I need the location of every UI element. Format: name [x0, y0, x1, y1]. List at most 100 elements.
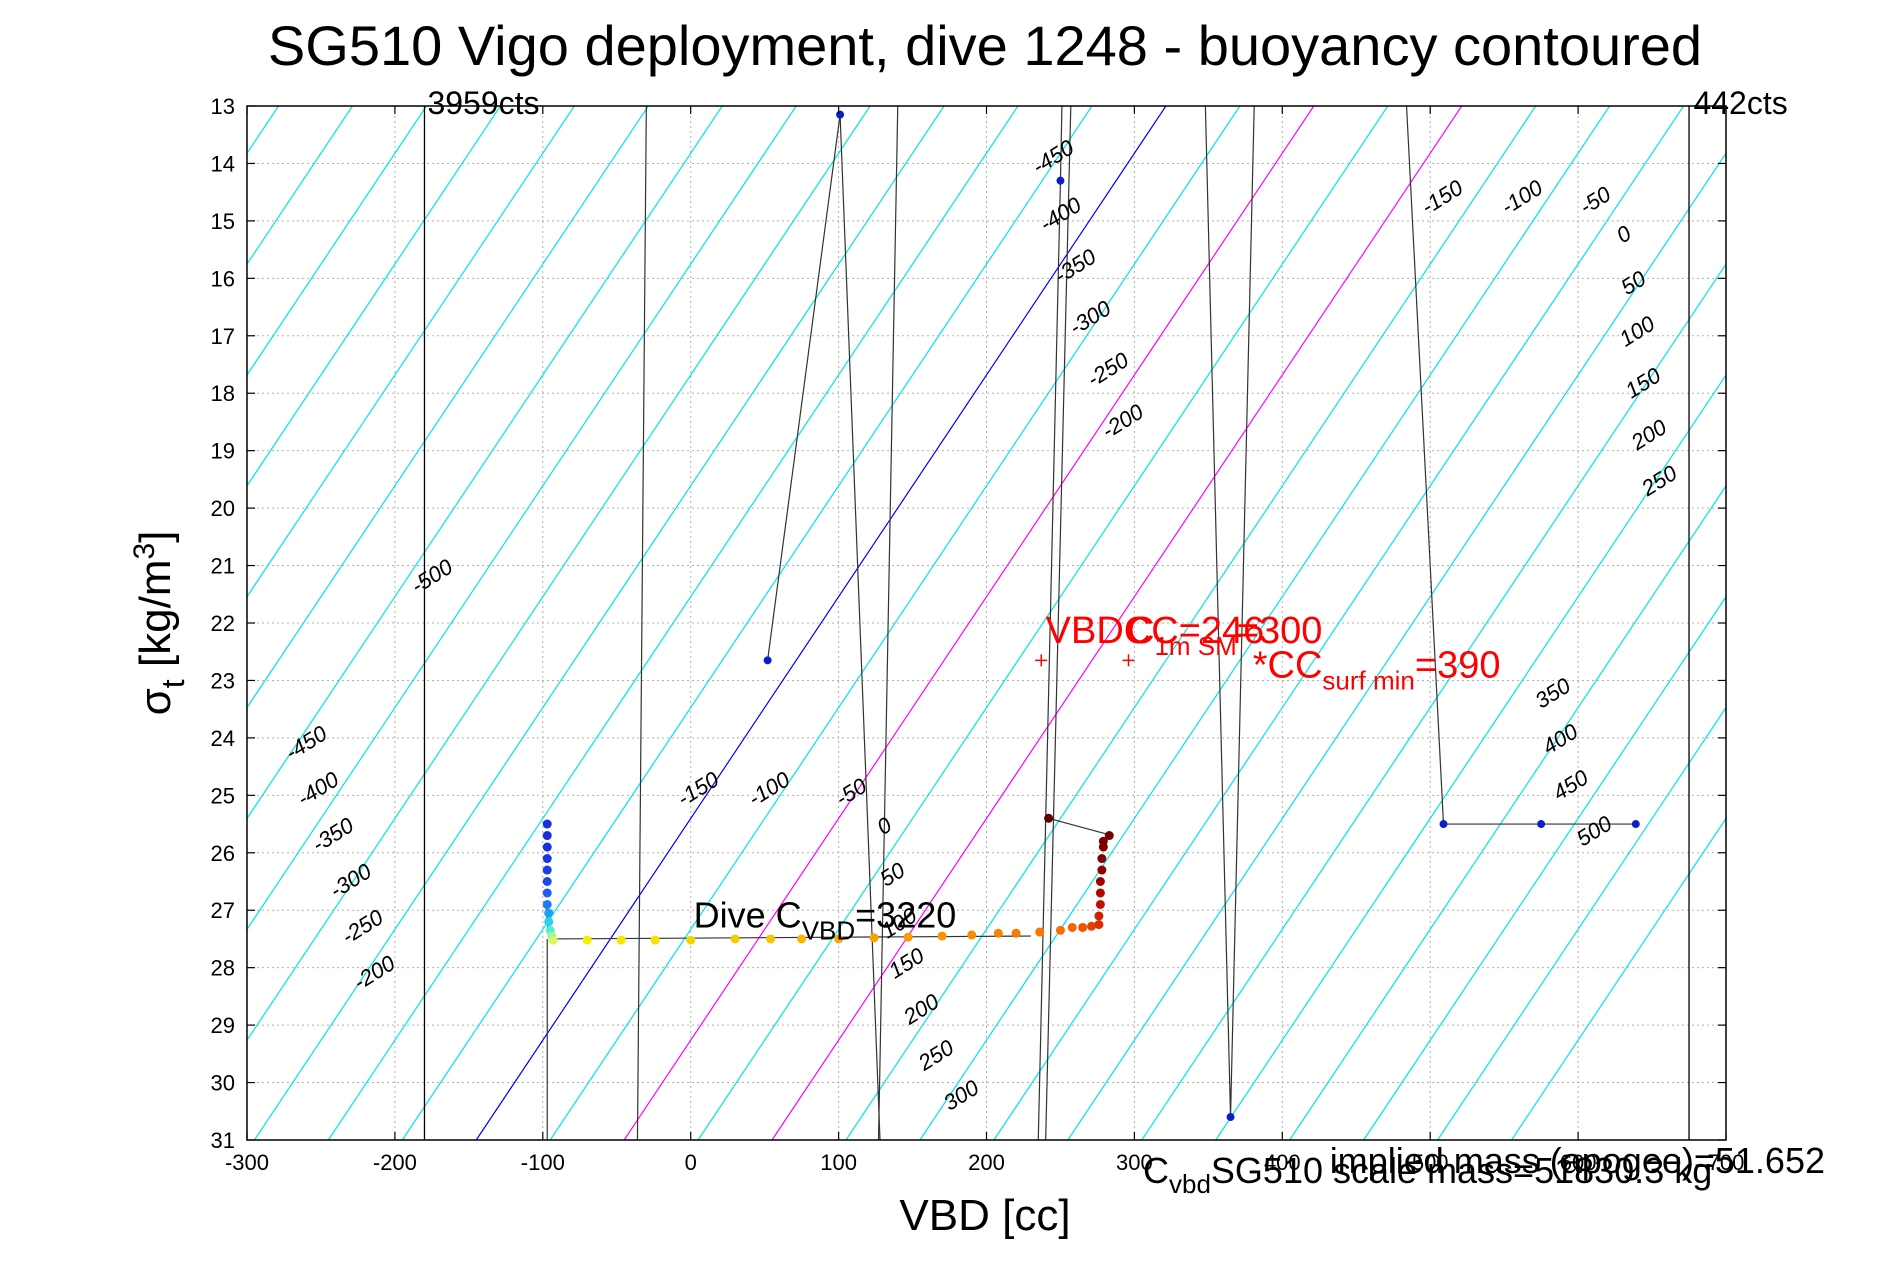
trace-segment: [1045, 106, 1072, 1140]
y-axis-label-unit-suffix: ]: [131, 531, 180, 543]
y-tick-label: 26: [211, 841, 235, 866]
pump-point: [1631, 820, 1640, 829]
pump-point: [1537, 820, 1546, 829]
contour-line-cyan: [1289, 484, 1726, 1140]
dive-point: [1078, 922, 1088, 932]
contour-line-cyan: [993, 106, 1685, 1140]
c1m-main: C: [1127, 610, 1154, 652]
pump-point: [763, 656, 772, 665]
x-tick-label: 0: [685, 1150, 697, 1175]
contour-line-magenta: [771, 106, 1463, 1140]
x-tick-label: -100: [521, 1150, 565, 1175]
y-tick-label: 13: [211, 94, 235, 119]
y-axis-label-sigma: σ: [131, 688, 180, 715]
contour-line-cyan: [1437, 706, 1726, 1140]
dive-point: [1095, 888, 1105, 898]
c1m-value: =300: [1237, 610, 1323, 652]
c1m-annotation: C1m SM=300: [1127, 610, 1322, 661]
c1m-sub: 1m SM: [1154, 631, 1236, 661]
x-tick-label: -200: [373, 1150, 417, 1175]
csurf-value: =390: [1415, 645, 1501, 687]
dive-point: [797, 934, 807, 944]
y-tick-label: 29: [211, 1013, 235, 1038]
pump-traces: [545, 106, 1636, 1140]
scale-mass-note: CvbdSG510 scale mass=51830.3 kg: [1143, 1150, 1712, 1199]
x-axis-ticks: -300 -200 -100 0 100 200 300 400 500 600 700: [225, 106, 1744, 1175]
dive-value: =3220: [855, 894, 956, 935]
dive-point: [548, 935, 558, 945]
trace-segment: [877, 106, 899, 1140]
contour-line-cyan: [549, 106, 1241, 1140]
dive-point: [542, 854, 552, 864]
dive-point: [1095, 899, 1105, 909]
y-tick-label: 23: [211, 668, 235, 693]
contour-line-magenta: [623, 106, 1315, 1140]
dive-point: [542, 899, 552, 909]
y-tick-label: 15: [211, 209, 235, 234]
trace-segment: [1037, 180, 1062, 1140]
dive-cvbd-annotation: Dive CVBD=3220: [694, 894, 957, 945]
implied-mass-note: implied mass (apogee)=51.652: [1330, 1140, 1825, 1181]
y-axis-label-sub: t: [155, 679, 191, 688]
vbd-cc-annotation: VBDCC=246: [1046, 610, 1265, 652]
y-axis-label: σt [kg/m3]: [128, 531, 191, 716]
dive-point: [616, 935, 626, 945]
csurf-sub: surf min: [1322, 666, 1414, 696]
contour-line-cyan: [247, 106, 871, 1042]
scale-mass-main: C: [1143, 1150, 1169, 1191]
count-limit-label: 442cts: [1693, 85, 1787, 121]
dive-point: [1097, 865, 1107, 875]
contour-line-cyan: [253, 106, 945, 1140]
y-tick-label: 31: [211, 1128, 235, 1153]
scale-mass-text: SG510 scale mass=51830.3 kg: [1211, 1150, 1712, 1191]
trace-segment: [1229, 106, 1255, 1118]
y-tick-label: 22: [211, 611, 235, 636]
dive-point: [542, 888, 552, 898]
contour-line-cyan: [1141, 263, 1726, 1140]
contour-line-cyan: [845, 106, 1537, 1140]
y-tick-label: 18: [211, 381, 235, 406]
dive-point: [1044, 813, 1054, 823]
trace-segment: [548, 935, 1031, 940]
dive-point: [542, 865, 552, 875]
grid-lines: [247, 106, 1726, 1140]
dive-point: [686, 935, 696, 945]
dive-point: [1035, 927, 1045, 937]
dive-point: [544, 908, 554, 918]
pump-point: [1056, 176, 1065, 185]
dive-point: [1097, 854, 1107, 864]
dive-point: [1104, 831, 1114, 841]
y-tick-label: 19: [211, 439, 235, 464]
pump-point: [1226, 1113, 1235, 1122]
dive-sub: VBD: [802, 915, 855, 945]
dive-point: [544, 917, 554, 927]
contour-line-zero: [475, 106, 1167, 1140]
dive-point: [542, 842, 552, 852]
y-tick-label: 16: [211, 266, 235, 291]
x-tick-label: -300: [225, 1150, 269, 1175]
x-tick-label: 400: [1264, 1150, 1301, 1175]
contour-line-cyan: [919, 106, 1611, 1140]
x-tick-label: 600: [1560, 1150, 1597, 1175]
dive-point: [993, 928, 1003, 938]
dive-point: [542, 831, 552, 841]
dive-point: [1095, 877, 1105, 886]
contour-line-cyan: [327, 106, 1019, 1140]
dive-point: [542, 819, 552, 829]
y-axis-ticks: 13 14 15 16 17 18 19 20 21 22 23 24 25 26 27 28 29 30 31: [211, 94, 1726, 1153]
dive-point: [582, 935, 592, 945]
count-limit-lines: [423, 106, 1690, 1140]
dive-point: [937, 931, 947, 941]
x-tick-label: 500: [1412, 1150, 1449, 1175]
contour-line-cyan: [247, 106, 427, 377]
dive-point: [1087, 921, 1097, 931]
dive-point: [1094, 920, 1104, 930]
dive-point: [650, 935, 660, 945]
y-tick-label: 20: [211, 496, 235, 521]
y-tick-label: 24: [211, 726, 235, 751]
y-tick-label: 21: [211, 554, 235, 579]
contour-line-cyan: [1067, 152, 1726, 1140]
x-axis-label: VBD [cc]: [899, 1191, 1070, 1240]
